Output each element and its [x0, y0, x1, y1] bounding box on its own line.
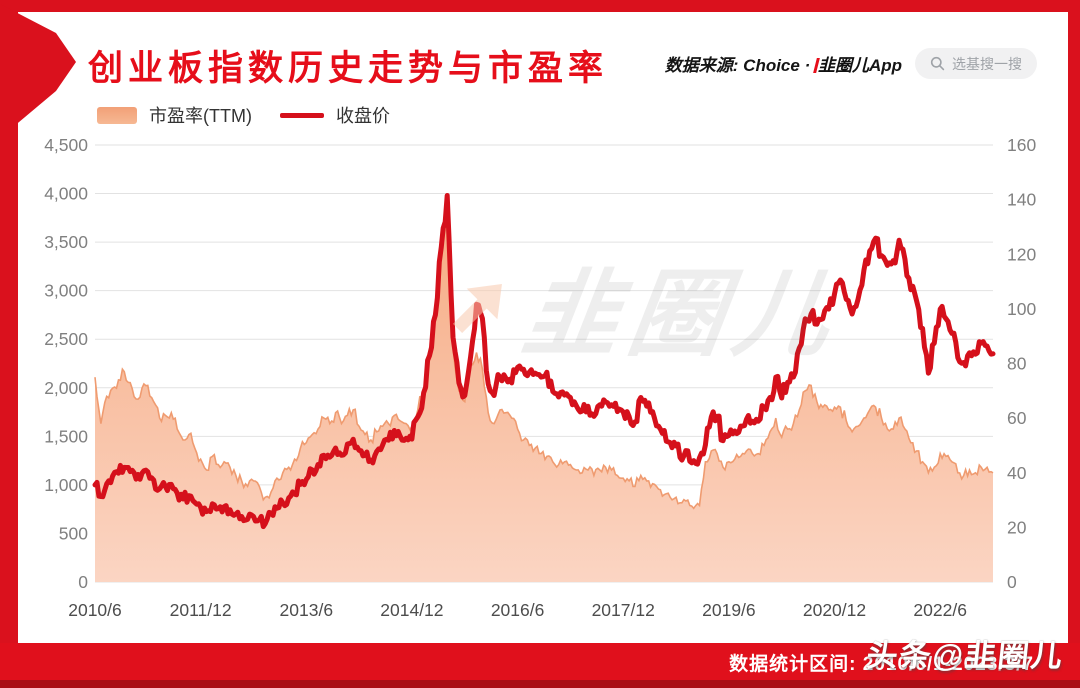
svg-text:100: 100: [1007, 299, 1036, 319]
svg-text:2014/12: 2014/12: [380, 600, 443, 620]
svg-text:0: 0: [78, 572, 88, 592]
svg-text:2013/6: 2013/6: [280, 600, 334, 620]
search-icon: [930, 56, 945, 71]
frame-left-border: [0, 0, 18, 688]
svg-text:4,000: 4,000: [44, 184, 88, 204]
svg-text:2017/12: 2017/12: [592, 600, 655, 620]
svg-text:3,000: 3,000: [44, 281, 88, 301]
corner-ribbon: [0, 4, 76, 138]
svg-text:2,500: 2,500: [44, 329, 88, 349]
pe-area-swatch-icon: [97, 106, 137, 124]
frame-right-border: [1068, 0, 1080, 688]
svg-text:80: 80: [1007, 354, 1027, 374]
svg-text:1,000: 1,000: [44, 475, 88, 495]
search-pill-label: 选基搜一搜: [952, 55, 1022, 72]
svg-text:3,500: 3,500: [44, 232, 88, 252]
svg-text:2011/12: 2011/12: [170, 600, 232, 620]
fund-search-pill[interactable]: 选基搜一搜: [915, 48, 1037, 79]
close-line-swatch-icon: [279, 112, 324, 118]
svg-text:4,500: 4,500: [44, 135, 88, 155]
corner-watermark-text: 头条@韭圈儿: [864, 638, 1066, 673]
data-source-prefix: 数据来源: Choice ·: [664, 56, 815, 75]
svg-text:2010/6: 2010/6: [68, 600, 122, 620]
pe-area: [95, 207, 993, 583]
x-axis-labels: 2010/6 2011/12 2013/6 2014/12 2016/6 2017/12 2…: [68, 600, 967, 620]
svg-text:160: 160: [1007, 135, 1036, 155]
svg-text:40: 40: [1007, 463, 1027, 483]
page-title: 创业板指数历史走势与市盈率: [88, 49, 609, 88]
pe-area-edge: [94, 207, 994, 510]
footer-bar-dark-strip: [0, 680, 1080, 688]
svg-text:0: 0: [1007, 572, 1017, 592]
svg-text:20: 20: [1007, 517, 1027, 537]
right-axis-labels: 0 20 40 60 80 100 120 140 160: [1007, 135, 1036, 592]
svg-text:120: 120: [1007, 244, 1036, 264]
svg-text:2,000: 2,000: [44, 378, 88, 398]
data-source-suffix: App: [868, 56, 902, 75]
close-price-line: [92, 193, 996, 530]
svg-text:2022/6: 2022/6: [913, 600, 967, 620]
svg-text:60: 60: [1007, 408, 1027, 428]
legend-pe-label: 市盈率(TTM): [149, 106, 252, 126]
svg-text:2016/6: 2016/6: [491, 600, 545, 620]
header-right: 数据来源: Choice · 韭圈儿App 选基搜一搜: [665, 48, 1037, 79]
svg-text:140: 140: [1007, 190, 1036, 210]
data-source-line: 数据来源: Choice · 韭圈儿App: [665, 51, 902, 76]
svg-text:500: 500: [59, 523, 88, 543]
stats-range-text: 数据统计区间: 2010/6/1-2023/3/7: [729, 654, 1034, 675]
frame-top-border: [0, 0, 1080, 12]
legend-close-label: 收盘价: [335, 106, 390, 126]
svg-text:2020/12: 2020/12: [803, 600, 866, 620]
svg-text:1,500: 1,500: [44, 426, 88, 446]
brand-logo: 韭圈儿: [813, 56, 869, 75]
chart-legend: 市盈率(TTM) 收盘价: [97, 102, 390, 128]
svg-text:2019/6: 2019/6: [702, 600, 756, 620]
